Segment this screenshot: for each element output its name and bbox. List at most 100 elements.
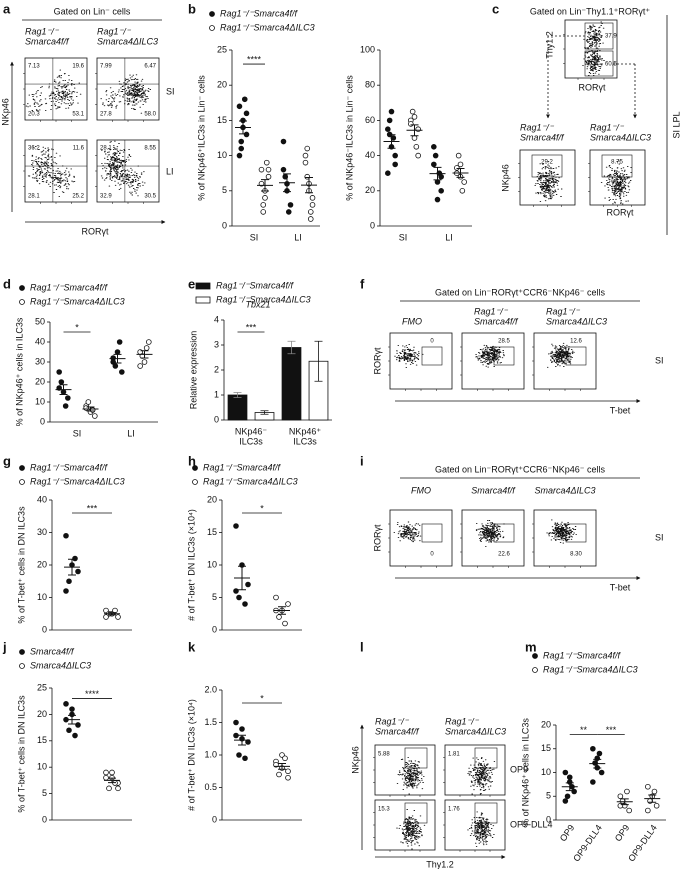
quadrant-value: 30.5 xyxy=(144,194,156,200)
data-point xyxy=(285,601,291,607)
data-point xyxy=(63,588,69,594)
mean-sem xyxy=(257,179,273,192)
data-point xyxy=(388,108,395,115)
mean-sem xyxy=(274,763,290,770)
data-point xyxy=(653,802,660,809)
gate-value: 0 xyxy=(430,339,434,345)
y-tick-label: 0.5 xyxy=(204,782,217,792)
x-tick-label: SI xyxy=(250,232,259,242)
column-label: Rag1⁻/⁻ xyxy=(590,122,625,132)
panel-letter: g xyxy=(3,453,11,468)
events xyxy=(25,69,82,112)
mean-sem xyxy=(64,714,80,725)
data-point xyxy=(112,363,119,369)
events xyxy=(534,161,563,202)
data-point xyxy=(233,732,239,739)
quadrant-value: 19.6 xyxy=(72,64,84,70)
data-point xyxy=(233,719,239,726)
data-point xyxy=(56,369,62,375)
quadrant-value: 28.1 xyxy=(28,194,40,200)
y-tick-label: 20 xyxy=(217,80,227,90)
panel-letter: d xyxy=(3,276,11,291)
x-tick-label: NKp46⁺ xyxy=(289,426,322,436)
column-label: Rag1⁻/⁻ xyxy=(25,26,60,36)
axis-label: RORγt xyxy=(372,347,382,374)
data-point xyxy=(562,769,569,776)
x-tick-label: OP9-DLL4 xyxy=(571,823,604,864)
flow-plot xyxy=(533,332,597,390)
y-axis-label: % of NKp46⁺ILC3s in Lin⁻ cells xyxy=(196,75,206,201)
data-point xyxy=(285,768,291,775)
error-bar xyxy=(233,392,242,398)
axis-label: Thy1.2 xyxy=(426,859,454,869)
data-point xyxy=(239,726,245,732)
data-point xyxy=(276,771,282,778)
data-point xyxy=(431,144,437,150)
y-tick-label: 10 xyxy=(37,762,47,772)
quadrant-value: 20.3 xyxy=(28,112,40,118)
x-tick-label: SI xyxy=(399,232,408,242)
column-label: Rag1⁻/⁻ xyxy=(474,306,509,316)
gate-value: 5.88 xyxy=(378,752,390,758)
legend-label: Rag1⁻/⁻Smarca4ΔILC3 xyxy=(30,296,125,306)
data-point xyxy=(454,165,460,171)
y-tick-label: 1.0 xyxy=(204,749,217,759)
data-point xyxy=(66,727,72,734)
data-point xyxy=(242,601,248,607)
legend-label: Rag1⁻/⁻Smarca4f/f xyxy=(30,462,109,472)
data-point xyxy=(110,355,116,361)
data-point xyxy=(72,732,78,739)
legend-symbol xyxy=(209,11,215,17)
legend-label: Rag1⁻/⁻Smarca4f/f xyxy=(203,462,282,472)
y-tick-label: 10 xyxy=(541,767,551,777)
legend-symbol xyxy=(532,653,538,659)
legend-label: Smarca4ΔILC3 xyxy=(30,660,91,670)
column-label: Rag1⁻/⁻ xyxy=(520,122,555,132)
x-tick-label: OP9 xyxy=(558,823,577,843)
data-point xyxy=(62,403,69,409)
side-label: SI xyxy=(655,355,664,365)
gate-value: 8.75 xyxy=(611,160,623,166)
gate xyxy=(601,154,633,178)
y-tick-label: 40 xyxy=(35,336,45,346)
mean-sem xyxy=(104,777,120,784)
error-bar xyxy=(314,340,323,382)
quadrant-value: 27.8 xyxy=(100,112,112,118)
column-label: FMO xyxy=(402,316,422,326)
axis-label: RORγt xyxy=(372,524,382,551)
y-tick-label: 20 xyxy=(207,494,217,504)
data-point xyxy=(103,769,109,776)
axis-label: RORγt xyxy=(579,82,606,92)
y-tick-label: 5 xyxy=(222,185,227,195)
data-point xyxy=(455,152,462,159)
mean-sem xyxy=(55,384,72,396)
data-point xyxy=(307,209,314,215)
data-point xyxy=(75,568,81,575)
quadrant-value: 28.1 xyxy=(100,146,112,152)
data-point xyxy=(434,196,441,203)
y-tick-label: 0 xyxy=(370,220,375,230)
mean-sem xyxy=(82,406,99,412)
legend-label: Rag1⁻/⁻Smarca4ΔILC3 xyxy=(216,294,311,304)
y-tick-label: 10 xyxy=(35,396,45,406)
legend-symbol xyxy=(192,465,198,471)
y-tick-label: 40 xyxy=(37,494,47,504)
y-axis-label: % of NKp46⁺ cells in ILC3s xyxy=(520,718,530,827)
side-label: SI xyxy=(655,532,664,542)
axis-label: T-bet xyxy=(610,582,631,592)
y-tick-label: 1 xyxy=(214,389,219,399)
y-tick-label: 0 xyxy=(42,814,47,824)
mean-sem xyxy=(234,565,250,591)
significance-label: ** xyxy=(580,725,588,735)
quadrant-value: 7.13 xyxy=(28,64,40,70)
gate-value: 60.5 xyxy=(605,62,617,68)
data-point xyxy=(280,166,287,173)
data-point xyxy=(392,161,398,168)
y-tick-label: 60 xyxy=(365,115,375,125)
panel-letter: a xyxy=(3,1,11,16)
y-tick-label: 0 xyxy=(546,814,551,824)
gate xyxy=(531,154,563,178)
mean-sem xyxy=(279,173,295,193)
significance-label: * xyxy=(260,693,264,703)
data-point xyxy=(241,96,248,103)
